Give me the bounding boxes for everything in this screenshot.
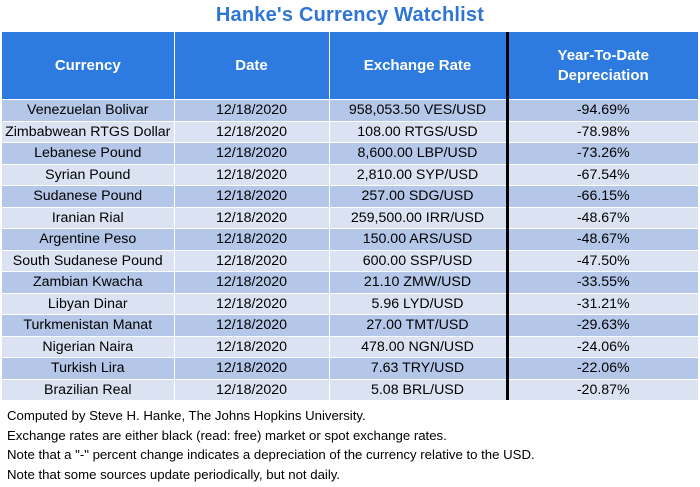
footnote-exchange-rates: Exchange rates are either black (read: f… — [7, 427, 447, 443]
cell-date: 12/18/2020 — [174, 185, 330, 207]
cell-exchange-rate: 5.96 LYD/USD — [329, 292, 509, 315]
page-title: Hanke's Currency Watchlist — [215, 4, 485, 26]
cell-ytd-depreciation: -33.55% — [507, 271, 698, 293]
cell-date: 12/18/2020 — [174, 378, 330, 400]
table-row: Sudanese Pound 12/18/2020 257.00 SDG/USD -6… — [2, 185, 698, 207]
cell-ytd-depreciation: -29.63% — [507, 314, 698, 336]
cell-currency: Zambian Kwacha — [2, 271, 175, 293]
footnotes: Computed by Steve H. Hanke, The Johns Ho… — [7, 406, 697, 484]
cell-ytd-depreciation: -31.21% — [507, 292, 698, 315]
cell-ytd-depreciation: -48.67% — [507, 206, 698, 229]
table-row: Iranian Rial 12/18/2020 259,500.00 IRR/USD… — [2, 206, 698, 229]
cell-currency: Nigerian Naira — [2, 335, 175, 358]
table-row: Lebanese Pound 12/18/2020 8,600.00 LBP/USD… — [2, 142, 698, 164]
footnote-attribution: Computed by Steve H. Hanke, The Johns Ho… — [7, 408, 366, 423]
cell-date: 12/18/2020 — [174, 335, 330, 358]
cell-exchange-rate: 108.00 RTGS/USD — [329, 120, 509, 143]
cell-date: 12/18/2020 — [174, 292, 330, 315]
table-row: Turkish Lira 12/18/2020 7.63 TRY/USD -22.06… — [2, 357, 698, 379]
cell-exchange-rate: 7.63 TRY/USD — [329, 357, 509, 379]
column-header-currency: Currency — [2, 32, 175, 100]
cell-date: 12/18/2020 — [174, 249, 330, 272]
cell-currency: Brazilian Real — [2, 378, 175, 400]
cell-date: 12/18/2020 — [174, 271, 330, 293]
table-row: Turkmenistan Manat 12/18/2020 27.00 TMT/US… — [2, 314, 698, 336]
cell-exchange-rate: 257.00 SDG/USD — [329, 185, 509, 207]
cell-currency: Turkmenistan Manat — [2, 314, 175, 336]
cell-currency: South Sudanese Pound — [2, 249, 175, 272]
cell-currency: Venezuelan Bolivar — [2, 99, 175, 121]
table-row: Zambian Kwacha 12/18/2020 21.10 ZMW/USD -33… — [2, 271, 698, 293]
table-row: Libyan Dinar 12/18/2020 5.96 LYD/USD -31.21… — [2, 292, 698, 315]
cell-exchange-rate: 150.00 ARS/USD — [329, 228, 509, 250]
cell-ytd-depreciation: -20.87% — [507, 378, 698, 400]
cell-currency: Argentine Peso — [2, 228, 175, 250]
cell-ytd-depreciation: -78.98% — [507, 120, 698, 143]
cell-currency: Lebanese Pound — [2, 142, 175, 164]
table-row: Zimbabwean RTGS Dollar 12/18/2020 108.00 R… — [2, 120, 698, 143]
column-header-exchange-rate: Exchange Rate — [329, 32, 509, 100]
cell-ytd-depreciation: -94.69% — [507, 99, 698, 121]
cell-ytd-depreciation: -24.06% — [507, 335, 698, 358]
cell-exchange-rate: 2,810.00 SYP/USD — [329, 163, 509, 186]
cell-date: 12/18/2020 — [174, 228, 330, 250]
cell-ytd-depreciation: -66.15% — [507, 185, 698, 207]
column-header-date: Date — [174, 32, 330, 100]
cell-exchange-rate: 958,053.50 VES/USD — [329, 99, 509, 121]
table-row: South Sudanese Pound 12/18/2020 600.00 SSP… — [2, 249, 698, 272]
cell-exchange-rate: 27.00 TMT/USD — [329, 314, 509, 336]
currency-table-container: Currency Date Exchange Rate Year-To-Date… — [2, 32, 698, 400]
table-row: Nigerian Naira 12/18/2020 478.00 NGN/USD -2… — [2, 335, 698, 358]
cell-date: 12/18/2020 — [174, 314, 330, 336]
footnote-update-frequency: Note that some sources update periodical… — [7, 466, 341, 482]
cell-exchange-rate: 600.00 SSP/USD — [329, 249, 509, 272]
cell-currency: Iranian Rial — [2, 206, 175, 229]
table-row: Argentine Peso 12/18/2020 150.00 ARS/USD -4… — [2, 228, 698, 250]
table-row: Brazilian Real 12/18/2020 5.08 BRL/USD -20.… — [2, 378, 698, 400]
table-header-row: Currency Date Exchange Rate Year-To-Date… — [2, 32, 698, 100]
cell-date: 12/18/2020 — [174, 357, 330, 379]
column-header-ytd-depreciation: Year-To-Date Depreciation — [507, 32, 698, 100]
cell-currency: Sudanese Pound — [2, 185, 175, 207]
footnote-percent-change: Note that a "-" percent change indicates… — [7, 447, 535, 463]
cell-currency: Syrian Pound — [2, 163, 175, 186]
cell-date: 12/18/2020 — [174, 163, 330, 186]
cell-ytd-depreciation: -48.67% — [507, 228, 698, 250]
cell-exchange-rate: 259,500.00 IRR/USD — [329, 206, 509, 229]
cell-exchange-rate: 5.08 BRL/USD — [329, 378, 509, 400]
cell-date: 12/18/2020 — [174, 142, 330, 164]
cell-exchange-rate: 478.00 NGN/USD — [329, 335, 509, 358]
cell-currency: Turkish Lira — [2, 357, 175, 379]
cell-ytd-depreciation: -47.50% — [507, 249, 698, 272]
table-body: Venezuelan Bolivar 12/18/2020 958,053.50 V… — [2, 99, 698, 400]
table-row: Venezuelan Bolivar 12/18/2020 958,053.50 V… — [2, 99, 698, 121]
cell-ytd-depreciation: -73.26% — [507, 142, 698, 164]
table-row: Syrian Pound 12/18/2020 2,810.00 SYP/USD -6… — [2, 163, 698, 186]
cell-date: 12/18/2020 — [174, 206, 330, 229]
currency-table: Currency Date Exchange Rate Year-To-Date… — [2, 32, 698, 400]
cell-ytd-depreciation: -67.54% — [507, 163, 698, 186]
cell-date: 12/18/2020 — [174, 120, 330, 143]
cell-currency: Libyan Dinar — [2, 292, 175, 315]
cell-currency: Zimbabwean RTGS Dollar — [2, 120, 175, 143]
cell-ytd-depreciation: -22.06% — [507, 357, 698, 379]
cell-exchange-rate: 21.10 ZMW/USD — [329, 271, 509, 293]
cell-exchange-rate: 8,600.00 LBP/USD — [329, 142, 509, 164]
ytd-header-text: Year-To-Date Depreciation — [557, 46, 649, 84]
cell-date: 12/18/2020 — [174, 99, 330, 121]
